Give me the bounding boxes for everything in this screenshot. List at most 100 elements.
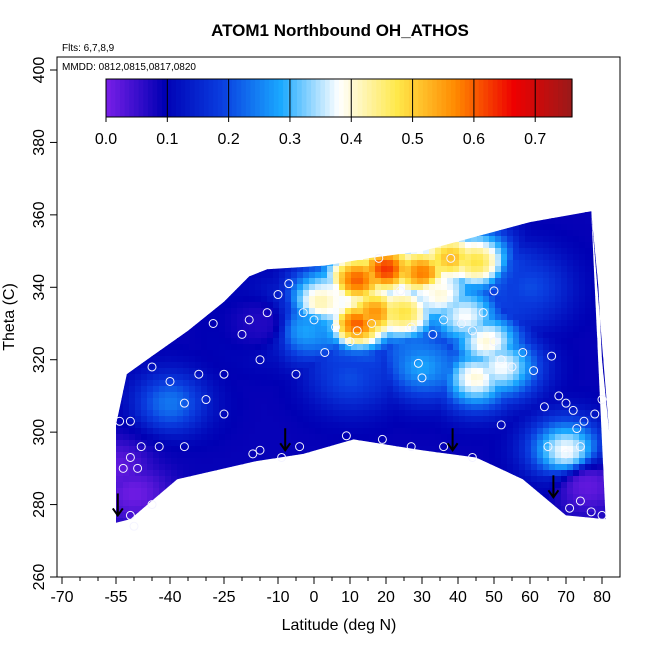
heatmap-cell xyxy=(387,512,394,519)
heatmap-cell xyxy=(453,404,460,411)
heatmap-cell xyxy=(315,350,322,357)
heatmap-cell xyxy=(441,446,448,453)
heatmap-cell xyxy=(555,266,562,273)
heatmap-cell xyxy=(525,482,532,489)
heatmap-cell xyxy=(543,482,550,489)
heatmap-cell xyxy=(465,338,472,345)
heatmap-cell xyxy=(273,524,280,531)
heatmap-cell xyxy=(201,218,208,225)
heatmap-cell xyxy=(273,458,280,465)
heatmap-cell xyxy=(261,290,268,297)
heatmap-cell xyxy=(453,476,460,483)
heatmap-cell xyxy=(303,236,310,243)
heatmap-cell xyxy=(116,344,118,351)
heatmap-cell xyxy=(525,404,532,411)
heatmap-cell xyxy=(273,284,280,291)
heatmap-cell xyxy=(483,290,490,297)
heatmap-cell xyxy=(477,236,484,243)
heatmap-cell xyxy=(393,440,400,447)
heatmap-cell xyxy=(489,314,496,321)
heatmap-cell xyxy=(549,338,556,345)
heatmap-cell xyxy=(87,458,94,465)
heatmap-cell xyxy=(117,362,124,369)
heatmap-cell xyxy=(381,182,388,189)
heatmap-cell xyxy=(321,176,328,183)
heatmap-cell xyxy=(459,338,466,345)
heatmap-cell xyxy=(339,458,346,465)
heatmap-cell xyxy=(129,410,136,417)
heatmap-cell xyxy=(495,428,502,435)
heatmap-cell xyxy=(429,266,436,273)
heatmap-cell xyxy=(495,512,502,519)
heatmap-cell xyxy=(399,392,406,399)
heatmap-cell xyxy=(165,176,172,183)
heatmap-cell xyxy=(219,500,226,507)
heatmap-cell xyxy=(315,194,322,201)
heatmap-cell xyxy=(459,308,466,315)
heatmap-cell xyxy=(87,308,94,315)
heatmap-cell xyxy=(297,211,304,213)
heatmap-cell xyxy=(459,500,466,507)
heatmap-cell xyxy=(303,392,310,399)
heatmap-cell xyxy=(471,248,478,255)
heatmap-cell xyxy=(441,470,448,477)
heatmap-cell xyxy=(117,278,124,285)
heatmap-cell xyxy=(345,272,352,279)
heatmap-cell xyxy=(231,326,238,333)
heatmap-cell xyxy=(243,278,250,285)
heatmap-cell xyxy=(453,218,460,225)
heatmap-cell xyxy=(411,302,418,309)
heatmap-cell xyxy=(441,308,448,315)
heatmap-cell xyxy=(459,422,466,429)
heatmap-cell xyxy=(117,386,124,393)
heatmap-cell xyxy=(116,230,118,237)
heatmap-cell xyxy=(405,512,412,519)
heatmap-cell xyxy=(423,518,430,523)
heatmap-cell xyxy=(345,464,352,471)
heatmap-cell xyxy=(393,182,400,189)
heatmap-cell xyxy=(393,434,400,441)
heatmap-cell xyxy=(519,500,526,507)
heatmap-cell xyxy=(183,230,190,237)
heatmap-cell xyxy=(429,260,436,267)
heatmap-cell xyxy=(279,524,286,531)
heatmap-cell xyxy=(477,320,484,327)
heatmap-cell xyxy=(87,482,94,489)
heatmap-cell xyxy=(93,170,100,177)
heatmap-cell xyxy=(459,224,466,231)
heatmap-cell xyxy=(105,500,112,507)
heatmap-cell xyxy=(363,218,370,225)
heatmap-cell xyxy=(555,470,562,477)
heatmap-cell xyxy=(321,506,328,513)
heatmap-cell xyxy=(345,212,352,219)
heatmap-cell xyxy=(363,332,370,339)
heatmap-cell xyxy=(435,278,442,285)
heatmap-cell xyxy=(243,512,250,519)
heatmap-cell xyxy=(465,236,472,243)
heatmap-cell xyxy=(423,458,430,465)
heatmap-cell xyxy=(249,482,256,489)
heatmap-cell xyxy=(429,374,436,381)
heatmap-cell xyxy=(333,356,340,363)
heatmap-cell xyxy=(213,410,220,417)
heatmap-cell xyxy=(399,428,406,435)
heatmap-cell xyxy=(435,326,442,333)
heatmap-cell xyxy=(243,308,250,315)
heatmap-cell xyxy=(93,464,100,471)
heatmap-cell xyxy=(207,211,214,213)
heatmap-cell xyxy=(549,332,556,339)
heatmap-cell xyxy=(405,212,412,219)
heatmap-cell xyxy=(117,428,124,435)
heatmap-cell xyxy=(99,482,106,489)
heatmap-cell xyxy=(501,224,508,231)
heatmap-cell xyxy=(243,176,250,183)
heatmap-cell xyxy=(405,332,412,339)
heatmap-cell xyxy=(489,464,496,471)
heatmap-cell xyxy=(537,290,544,297)
heatmap-cell xyxy=(375,368,382,375)
heatmap-cell xyxy=(99,290,106,297)
heatmap-cell xyxy=(561,254,568,261)
heatmap-cell xyxy=(207,308,214,315)
heatmap-cell xyxy=(369,302,376,309)
